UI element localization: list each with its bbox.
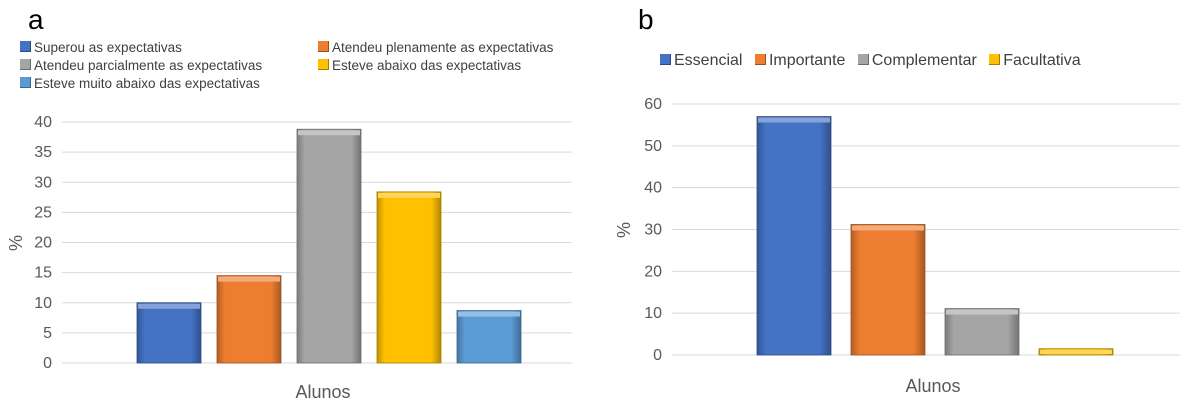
y-tick-label: 20 bbox=[34, 235, 52, 252]
y-axis-title: % bbox=[614, 222, 634, 238]
chart-panel-b: b Essencial Importante Complementar Facu… bbox=[600, 0, 1187, 400]
bar-bevel bbox=[378, 192, 440, 198]
bar bbox=[756, 116, 832, 356]
legend-item-abaixo: Esteve abaixo das expectativas bbox=[318, 58, 521, 74]
bar-bevel bbox=[852, 225, 924, 231]
legend-label: Importante bbox=[768, 52, 846, 69]
legend-label: Superou as expectativas bbox=[34, 40, 182, 55]
bar-bevel bbox=[946, 309, 1018, 315]
legend-item-importante: Importante bbox=[754, 52, 846, 70]
y-tick-label: 10 bbox=[644, 305, 662, 322]
legend-item-essencial: Essencial bbox=[660, 52, 742, 70]
y-tick-label: 60 bbox=[644, 96, 662, 113]
y-tick-label: 40 bbox=[644, 180, 662, 197]
legend-label: Esteve muito abaixo das expectativas bbox=[34, 76, 260, 91]
y-tick-label: 50 bbox=[644, 138, 662, 155]
legend-label: Essencial bbox=[674, 52, 743, 69]
bar-chart-b: 0 10 20 30 40 50 60 Alunos% bbox=[614, 96, 1180, 396]
y-tick-label: 30 bbox=[34, 174, 52, 191]
legend-item-muito-abaixo: Esteve muito abaixo das expectativas bbox=[20, 76, 260, 92]
legend-label: Facultativa bbox=[1003, 52, 1081, 69]
legend-swatch bbox=[857, 54, 869, 65]
legend-item-atendeu-plenamente: Atendeu plenamente as expectativas bbox=[318, 40, 553, 56]
bar bbox=[296, 128, 362, 364]
y-tick-label: 15 bbox=[34, 265, 52, 282]
bar-chart-a: 0 5 10 15 20 25 30 35 40 Alunos% bbox=[6, 114, 572, 400]
legend-item-complementar: Complementar bbox=[857, 52, 977, 70]
legend-swatch bbox=[318, 41, 329, 52]
legend-label: Atendeu plenamente as expectativas bbox=[332, 40, 554, 55]
bar-bevel bbox=[458, 311, 520, 317]
bar bbox=[850, 224, 926, 356]
y-tick-label: 0 bbox=[653, 347, 662, 364]
y-tick-label: 10 bbox=[34, 295, 52, 312]
y-tick-label: 35 bbox=[34, 144, 52, 161]
bar-bevel bbox=[138, 303, 200, 309]
legend-item-superou: Superou as expectativas bbox=[20, 40, 182, 56]
panel-label-a: a bbox=[28, 4, 44, 35]
y-tick-label: 25 bbox=[34, 204, 52, 221]
y-tick-label: 5 bbox=[43, 325, 52, 342]
chart-panel-a: a Superou as expectativas Atendeu plenam… bbox=[6, 4, 572, 400]
bar bbox=[944, 308, 1020, 356]
legend-swatch bbox=[20, 59, 31, 70]
y-tick-label: 30 bbox=[644, 222, 662, 239]
bar-bevel bbox=[298, 130, 360, 136]
bar bbox=[456, 310, 522, 364]
y-tick-label: 20 bbox=[644, 263, 662, 280]
bar bbox=[376, 191, 442, 364]
legend-label: Esteve abaixo das expectativas bbox=[332, 58, 522, 73]
x-axis-title: Alunos bbox=[295, 382, 350, 400]
legend-swatch bbox=[318, 59, 329, 70]
y-axis-title: % bbox=[6, 235, 26, 251]
legend-item-facultativa: Facultativa bbox=[989, 52, 1081, 70]
bar bbox=[136, 302, 202, 364]
x-axis-title: Alunos bbox=[905, 376, 960, 396]
legend-label: Complementar bbox=[871, 52, 977, 69]
y-tick-label: 40 bbox=[34, 114, 52, 131]
bar-bevel bbox=[1040, 349, 1112, 354]
bar-bevel bbox=[218, 276, 280, 282]
y-tick-label: 0 bbox=[43, 355, 52, 372]
bar bbox=[216, 275, 282, 364]
legend-swatch bbox=[660, 54, 671, 65]
bar-bevel bbox=[758, 117, 830, 123]
legend-swatch bbox=[754, 54, 766, 65]
legend-swatch bbox=[20, 77, 31, 88]
legend-b: Essencial Importante Complementar Facult… bbox=[660, 52, 1089, 70]
legend-swatch bbox=[20, 41, 31, 52]
legend-swatch bbox=[989, 54, 1001, 65]
legend-item-atendeu-parcialmente: Atendeu parcialmente as expectativas bbox=[20, 58, 262, 74]
panel-label-b: b bbox=[638, 4, 654, 35]
legend-label: Atendeu parcialmente as expectativas bbox=[34, 58, 263, 73]
